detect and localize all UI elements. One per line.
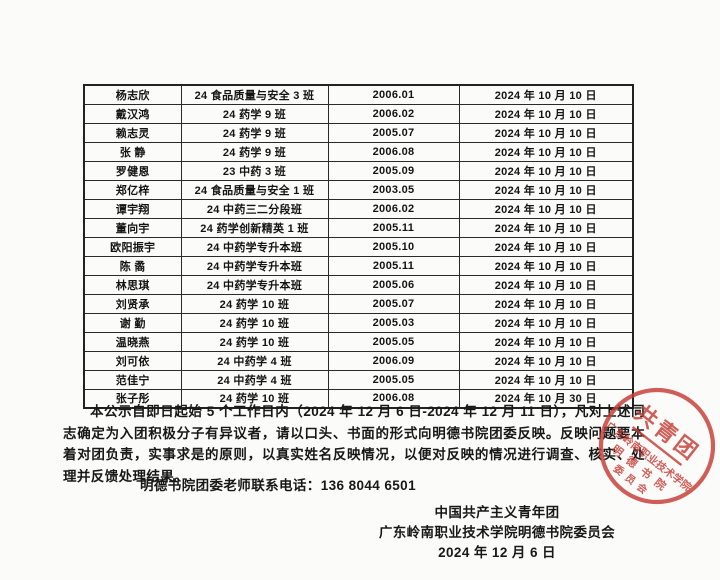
cell-birth-date: 2005.06 (327, 274, 460, 295)
cell-name: 陈 矞 (83, 255, 182, 276)
cell-decision-date: 2024 年 10 月 10 日 (458, 236, 634, 257)
table-row: 戴汉鸿 24 药学 9 班 2006.02 2024 年 10 月 10 日 (83, 103, 634, 124)
cell-name: 谭宇翔 (83, 198, 182, 219)
cell-name: 刘贤承 (83, 293, 182, 314)
cell-name: 范佳宁 (83, 369, 182, 390)
cell-class: 24 食品质量与安全 1 班 (180, 179, 329, 200)
table-row: 郑亿梓 24 食品质量与安全 1 班 2003.05 2024 年 10 月 10 日 (83, 179, 634, 200)
table-row: 林思琪 24 中药学专升本班 2005.06 2024 年 10 月 10 日 (83, 274, 634, 295)
table-row: 张 静 24 药学 9 班 2006.08 2024 年 10 月 10 日 (83, 141, 634, 162)
cell-class: 24 食品质量与安全 3 班 (180, 84, 329, 105)
cell-decision-date: 2024 年 10 月 10 日 (458, 312, 634, 333)
table-row: 张子彤 24 药学 10 班 2006.08 2024 年 10 月 30 日 (83, 388, 634, 409)
cell-class: 24 中药学专升本班 (180, 236, 329, 257)
table-row: 罗健恩 23 中药 3 班 2005.09 2024 年 10 月 10 日 (83, 160, 634, 181)
cell-name: 郑亿梓 (83, 179, 182, 200)
cell-class: 23 中药 3 班 (180, 160, 329, 181)
table-row: 刘可依 24 中药学 4 班 2006.09 2024 年 10 月 10 日 (83, 350, 634, 371)
cell-name: 林思琪 (83, 274, 182, 295)
cell-decision-date: 2024 年 10 月 10 日 (458, 198, 634, 219)
cell-name: 杨志欣 (83, 84, 182, 105)
cell-decision-date: 2024 年 10 月 10 日 (458, 255, 634, 276)
table-row: 陈 矞 24 中药学专升本班 2005.11 2024 年 10 月 10 日 (83, 255, 634, 276)
cell-class: 24 中药学专升本班 (180, 255, 329, 276)
cell-decision-date: 2024 年 10 月 10 日 (458, 160, 634, 181)
cell-birth-date: 2006.02 (327, 103, 460, 124)
signature-block: 中国共产主义青年团 广东岭南职业技术学院明德书院委员会 2024 年 12 月 … (330, 503, 664, 562)
candidate-roster-table: 杨志欣 24 食品质量与安全 3 班 2006.01 2024 年 10 月 10 日… (83, 84, 634, 409)
signature-org-line1: 中国共产主义青年团 (434, 505, 560, 520)
cell-birth-date: 2005.07 (327, 293, 460, 314)
cell-birth-date: 2005.10 (327, 236, 460, 257)
cell-class: 24 中药学专升本班 (180, 274, 329, 295)
cell-birth-date: 2005.07 (327, 122, 460, 143)
table-row: 范佳宁 24 中药学 4 班 2005.05 2024 年 10 月 10 日 (83, 369, 634, 390)
cell-decision-date: 2024 年 10 月 10 日 (458, 103, 634, 124)
cell-class: 24 药学 10 班 (180, 331, 329, 352)
cell-decision-date: 2024 年 10 月 10 日 (458, 141, 634, 162)
table-row: 谢 勤 24 药学 10 班 2005.03 2024 年 10 月 10 日 (83, 312, 634, 333)
cell-decision-date: 2024 年 10 月 10 日 (458, 331, 634, 352)
table-row: 刘贤承 24 药学 10 班 2005.07 2024 年 10 月 10 日 (83, 293, 634, 314)
roster-table-body: 杨志欣 24 食品质量与安全 3 班 2006.01 2024 年 10 月 10 日… (83, 84, 634, 409)
cell-class: 24 药学 10 班 (180, 312, 329, 333)
cell-name: 罗健恩 (83, 160, 182, 181)
table-row: 欧阳振宇 24 中药学专升本班 2005.10 2024 年 10 月 10 日 (83, 236, 634, 257)
cell-class: 24 药学 9 班 (180, 103, 329, 124)
cell-class: 24 药学 9 班 (180, 141, 329, 162)
cell-birth-date: 2005.03 (327, 312, 460, 333)
notice-paragraph: 本公示自即日起始 5 个工作日内（2024 年 12 月 6 日-2024 年 … (63, 404, 645, 484)
cell-class: 24 中药学 4 班 (180, 369, 329, 390)
cell-name: 谢 勤 (83, 312, 182, 333)
cell-birth-date: 2005.05 (327, 369, 460, 390)
cell-class: 24 中药学 4 班 (180, 350, 329, 371)
cell-decision-date: 2024 年 10 月 10 日 (458, 179, 634, 200)
cell-birth-date: 2003.05 (327, 179, 460, 200)
cell-class: 24 中药三二分段班 (180, 198, 329, 219)
cell-birth-date: 2006.09 (327, 350, 460, 371)
cell-birth-date: 2006.08 (327, 141, 460, 162)
cell-birth-date: 2005.11 (327, 217, 460, 238)
cell-birth-date: 2005.09 (327, 160, 460, 181)
cell-class: 24 药学 10 班 (180, 293, 329, 314)
signature-date: 2024 年 12 月 6 日 (438, 544, 556, 560)
cell-birth-date: 2005.11 (327, 255, 460, 276)
cell-class: 24 药学创新精英 1 班 (180, 217, 329, 238)
table-row: 董向宇 24 药学创新精英 1 班 2005.11 2024 年 10 月 10 日 (83, 217, 634, 238)
cell-name: 温晓燕 (83, 331, 182, 352)
table-row: 谭宇翔 24 中药三二分段班 2006.02 2024 年 10 月 10 日 (83, 198, 634, 219)
cell-name: 赖志灵 (83, 122, 182, 143)
cell-decision-date: 2024 年 10 月 10 日 (458, 350, 634, 371)
contact-phone-line: 明德书院团委老师联系电话：136 8044 6501 (140, 478, 416, 493)
cell-decision-date: 2024 年 10 月 30 日 (458, 388, 634, 409)
cell-decision-date: 2024 年 10 月 10 日 (458, 84, 634, 105)
table-row: 温晓燕 24 药学 10 班 2005.05 2024 年 10 月 10 日 (83, 331, 634, 352)
cell-birth-date: 2006.01 (327, 84, 460, 105)
cell-birth-date: 2005.05 (327, 331, 460, 352)
table-row: 赖志灵 24 药学 9 班 2005.07 2024 年 10 月 10 日 (83, 122, 634, 143)
cell-birth-date: 2006.02 (327, 198, 460, 219)
signature-org-line2: 广东岭南职业技术学院明德书院委员会 (378, 524, 616, 540)
cell-decision-date: 2024 年 10 月 10 日 (458, 274, 634, 295)
cell-name: 刘可依 (83, 350, 182, 371)
cell-name: 张 静 (83, 141, 182, 162)
cell-decision-date: 2024 年 10 月 10 日 (458, 122, 634, 143)
cell-decision-date: 2024 年 10 月 10 日 (458, 293, 634, 314)
cell-name: 戴汉鸿 (83, 103, 182, 124)
cell-decision-date: 2024 年 10 月 10 日 (458, 217, 634, 238)
table-row: 杨志欣 24 食品质量与安全 3 班 2006.01 2024 年 10 月 10 日 (83, 84, 634, 105)
cell-birth-date: 2006.08 (327, 388, 460, 409)
cell-class: 24 药学 9 班 (180, 122, 329, 143)
cell-name: 张子彤 (83, 388, 182, 409)
cell-decision-date: 2024 年 10 月 10 日 (458, 369, 634, 390)
cell-name: 董向宇 (83, 217, 182, 238)
cell-name: 欧阳振宇 (83, 236, 182, 257)
